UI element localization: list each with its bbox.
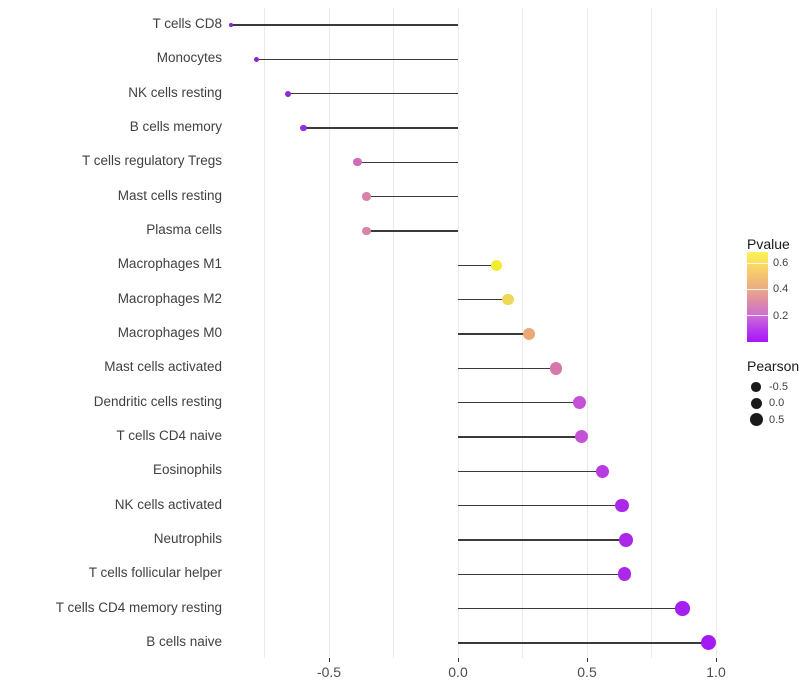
y-axis-label: T cells regulatory Tregs — [81, 153, 222, 169]
lollipop-stem — [458, 436, 582, 438]
lollipop-dot — [502, 293, 515, 306]
x-axis-tick-label: 0.5 — [577, 664, 597, 680]
lollipop-stem — [458, 607, 683, 610]
lollipop-dot — [353, 158, 362, 167]
y-axis-label: T cells CD8 — [152, 16, 222, 31]
lollipop-stem — [458, 642, 709, 644]
pvalue-legend-tick-label: 0.2 — [773, 309, 789, 322]
lollipop-dot — [522, 327, 535, 340]
x-gridline — [264, 8, 265, 658]
x-gridline — [328, 8, 330, 658]
lollipop-dot — [254, 56, 260, 62]
lollipop-dot — [595, 464, 610, 478]
lollipop-stem — [458, 504, 622, 507]
y-axis-label: B cells naive — [146, 633, 222, 649]
x-axis-tick — [586, 658, 588, 662]
lollipop-stem — [287, 93, 458, 95]
lollipop-stem — [458, 298, 509, 301]
y-axis-label: B cells memory — [129, 118, 222, 134]
y-axis-label: NK cells activated — [114, 496, 222, 512]
y-axis-label: T cells CD4 naive — [116, 427, 222, 443]
y-axis-label: T cells CD4 memory resting — [55, 599, 222, 615]
y-axis-label: Macrophages M1 — [117, 256, 222, 272]
x-axis-tick — [457, 658, 459, 662]
y-axis-label: Mast cells activated — [104, 359, 222, 375]
lollipop-stem — [366, 230, 458, 232]
pearson-legend-dot — [749, 413, 763, 427]
pvalue-legend-tick-label: 0.4 — [773, 283, 789, 296]
lollipop-stem — [458, 573, 625, 575]
pearson-legend-label: -0.5 — [769, 381, 788, 393]
lollipop-dot — [615, 498, 629, 513]
pvalue-colorbar — [747, 252, 768, 342]
pvalue-colorbar-tick — [747, 262, 768, 264]
pvalue-legend-tick-label: 0.6 — [773, 257, 789, 270]
y-axis-label: Dendritic cells resting — [93, 393, 222, 409]
x-axis-tick — [715, 658, 717, 662]
lollipop-stem — [303, 127, 458, 129]
x-axis-tick-label: 1.0 — [706, 664, 726, 680]
pvalue-colorbar-tick — [747, 315, 768, 317]
x-gridline — [393, 8, 394, 658]
x-gridline — [457, 8, 459, 658]
lollipop-dot — [284, 90, 291, 97]
x-gridline — [586, 8, 588, 658]
x-axis-tick-label: 0.0 — [448, 664, 468, 680]
pearson-legend-title: Pearson — [747, 358, 800, 374]
lollipop-stem — [256, 58, 458, 60]
y-axis-label: Eosinophils — [152, 462, 222, 478]
y-axis-label: Monocytes — [156, 50, 222, 66]
lollipop-stem — [230, 24, 458, 26]
pearson-legend-label: 0.0 — [769, 397, 785, 410]
y-axis-label: Neutrophils — [153, 530, 222, 546]
lollipop-dot — [700, 635, 716, 651]
lollipop-stem — [458, 401, 580, 404]
lollipop-dot — [575, 430, 589, 444]
lollipop-dot — [572, 396, 586, 410]
lollipop-dot — [617, 567, 632, 582]
x-gridline — [522, 8, 523, 658]
lollipop-dot — [362, 192, 371, 201]
lollipop-dot — [299, 124, 307, 132]
lollipop-stem — [357, 161, 458, 163]
pearson-legend-dot — [750, 397, 762, 409]
lollipop-dot — [549, 362, 563, 375]
lollipop-dot — [229, 23, 233, 27]
y-axis-label: Macrophages M2 — [117, 290, 222, 306]
lollipop-dot — [618, 533, 633, 547]
lollipop-stem — [458, 470, 603, 472]
pearson-legend-label: 0.5 — [769, 413, 785, 426]
x-gridline — [651, 8, 652, 658]
pvalue-legend-title: Pvalue — [747, 236, 790, 252]
x-gridline — [715, 8, 717, 658]
pvalue-colorbar-tick — [747, 288, 768, 290]
lollipop-stem — [458, 367, 557, 369]
pearson-legend-dot — [751, 382, 761, 392]
lollipop-stem — [458, 264, 497, 266]
lollipop-dot — [675, 601, 690, 616]
lollipop-stem — [458, 333, 529, 335]
lollipop-stem — [366, 196, 458, 198]
y-axis-label: Mast cells resting — [117, 187, 222, 203]
lollipop-dot — [490, 259, 503, 272]
lollipop-dot — [362, 226, 371, 236]
y-axis-label: Macrophages M0 — [117, 324, 222, 340]
y-axis-label: T cells follicular helper — [88, 565, 222, 581]
y-axis-label: NK cells resting — [128, 84, 222, 100]
x-axis-tick — [328, 658, 330, 662]
lollipop-stem — [458, 539, 626, 541]
y-axis-label: Plasma cells — [146, 221, 222, 237]
x-axis-tick-label: -0.5 — [316, 664, 342, 680]
